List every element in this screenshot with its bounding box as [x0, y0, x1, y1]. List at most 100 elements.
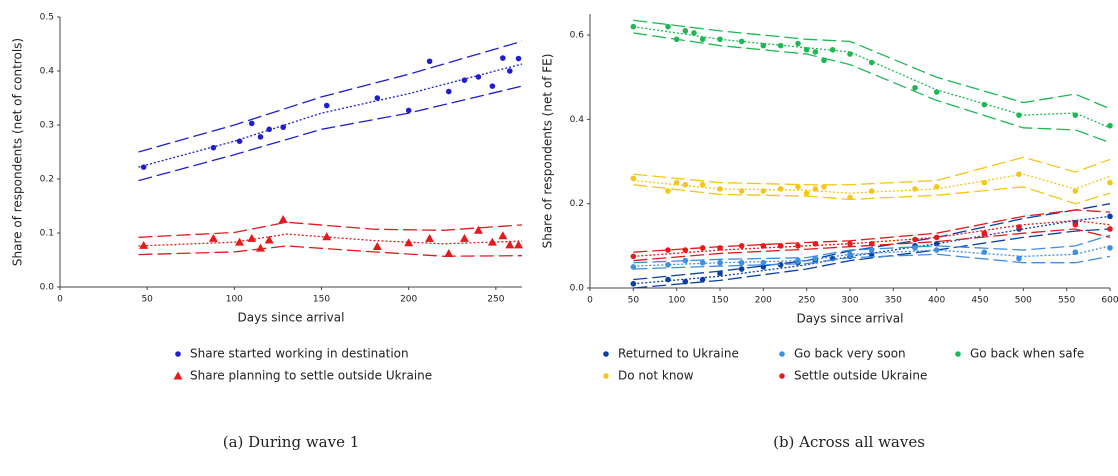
- point: [247, 233, 257, 242]
- ci-upper: [138, 221, 523, 238]
- point: [760, 188, 767, 194]
- y-tick-label: 0.0: [570, 284, 585, 294]
- caption: (b) Across all waves: [773, 433, 925, 451]
- fit-line: [138, 233, 523, 247]
- fit-line: [633, 215, 1111, 285]
- fit-line: [633, 219, 1111, 258]
- legend-label: Returned to Ukraine: [618, 347, 739, 361]
- point: [912, 84, 918, 91]
- point: [738, 243, 745, 249]
- point: [266, 126, 273, 133]
- ci-lower: [633, 32, 1111, 144]
- x-tick-label: 150: [711, 296, 728, 306]
- point: [475, 74, 482, 80]
- point: [257, 134, 264, 140]
- point: [812, 49, 819, 55]
- point: [699, 245, 706, 251]
- point: [933, 247, 940, 253]
- point: [255, 243, 265, 252]
- point: [981, 249, 988, 255]
- point: [760, 243, 767, 249]
- point: [405, 107, 412, 114]
- point: [738, 188, 745, 194]
- legend-label: Go back when safe: [970, 347, 1084, 361]
- y-tick-label: 0.4: [40, 67, 55, 77]
- legend-marker: [955, 351, 961, 357]
- point: [981, 101, 988, 108]
- point: [847, 51, 853, 57]
- point: [374, 95, 381, 101]
- x-tick-label: 250: [798, 296, 815, 306]
- point: [933, 184, 940, 190]
- point: [1107, 179, 1113, 186]
- point: [777, 42, 784, 49]
- fit-line: [633, 245, 1111, 267]
- point: [760, 259, 767, 266]
- x-tick-label: 250: [487, 295, 504, 305]
- point: [717, 245, 723, 251]
- point: [1107, 245, 1113, 251]
- point: [682, 247, 689, 253]
- ci-lower: [633, 228, 1111, 262]
- point: [444, 249, 454, 258]
- caption: (a) During wave 1: [223, 433, 360, 451]
- point: [933, 240, 940, 247]
- point: [1016, 255, 1022, 262]
- x-tick-label: 150: [313, 295, 330, 305]
- point: [717, 36, 723, 43]
- point: [847, 194, 853, 201]
- point: [489, 83, 496, 89]
- x-tick-label: 0: [587, 296, 593, 306]
- y-tick-label: 0.6: [570, 31, 585, 41]
- point: [248, 120, 255, 127]
- point: [1107, 226, 1113, 232]
- point: [1107, 122, 1113, 129]
- point: [673, 179, 680, 186]
- point: [426, 58, 433, 65]
- point: [691, 30, 697, 36]
- point: [682, 181, 689, 188]
- point: [933, 89, 940, 95]
- point: [445, 88, 452, 95]
- legend-label: Settle outside Ukraine: [794, 369, 927, 383]
- point: [1072, 221, 1079, 228]
- point: [630, 280, 637, 287]
- y-tick-label: 0.5: [40, 13, 54, 23]
- point: [665, 188, 671, 194]
- legend-label: Do not know: [618, 369, 694, 383]
- point: [1072, 249, 1079, 255]
- point: [139, 240, 149, 249]
- point: [795, 257, 801, 264]
- point: [404, 238, 414, 247]
- y-tick-label: 0.2: [570, 199, 584, 209]
- point: [665, 23, 671, 30]
- point: [795, 184, 801, 190]
- point: [682, 278, 689, 285]
- point: [699, 36, 706, 43]
- point: [682, 28, 689, 34]
- point: [461, 77, 468, 83]
- ci-upper: [633, 203, 1111, 281]
- legend-marker: [603, 373, 609, 379]
- point: [506, 68, 513, 74]
- x-tick-label: 200: [400, 295, 417, 305]
- point: [912, 245, 918, 251]
- point: [812, 255, 819, 262]
- point: [760, 264, 767, 270]
- legend-label: Share started working in destination: [190, 347, 409, 361]
- point: [140, 164, 147, 170]
- ci-upper: [138, 40, 523, 153]
- point: [515, 55, 522, 62]
- point: [829, 47, 836, 53]
- ci-lower: [633, 228, 1111, 289]
- ci-upper: [633, 156, 1111, 186]
- x-tick-label: 500: [1015, 296, 1032, 306]
- x-tick-label: 50: [628, 296, 640, 306]
- point: [630, 23, 637, 30]
- point: [868, 59, 875, 66]
- y-axis-title: Share of respondents (net of controls): [11, 38, 25, 266]
- y-tick-label: 0.2: [40, 175, 54, 185]
- point: [322, 232, 332, 241]
- x-tick-label: 100: [226, 295, 243, 305]
- point: [235, 237, 245, 246]
